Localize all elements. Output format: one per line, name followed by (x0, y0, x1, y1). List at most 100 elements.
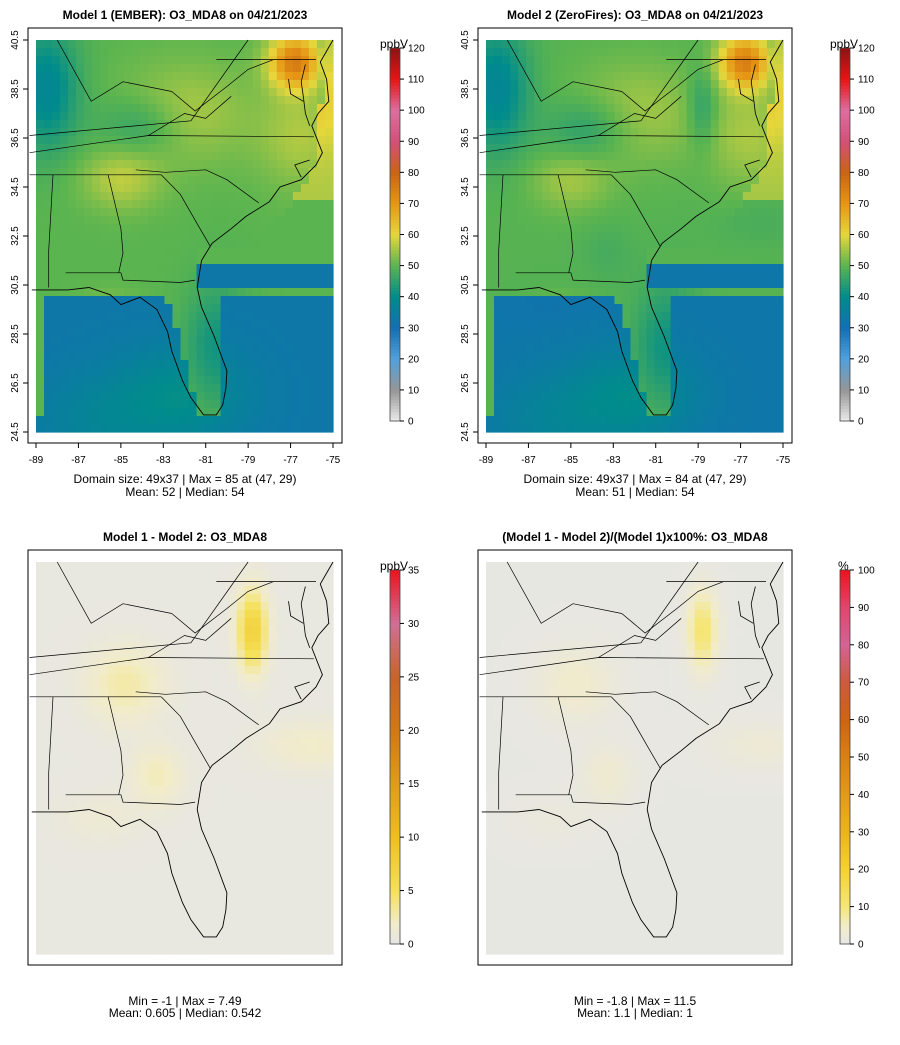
panel-1-field (36, 40, 334, 433)
panel-1-x-tick-label: -87 (71, 455, 86, 466)
panel-2-colorbar-unit: ppbV (830, 37, 859, 51)
panel-4-state-boundary (585, 691, 710, 726)
panel-2-stats-line2: Mean: 51 | Median: 54 (575, 485, 695, 499)
panel-1-y-tick-label: 32.5 (10, 226, 21, 246)
panel-1-colorbar-tick-label: 20 (408, 354, 420, 365)
panel-2-coastline (481, 39, 784, 416)
panel-4-colorbar-tick-label: 90 (858, 603, 870, 614)
panel-2-state-boundary (479, 39, 699, 136)
panel-3-state-boundary (29, 561, 249, 658)
panel-3-colorbar-tick-label: 10 (408, 833, 420, 844)
panel-1-y-tick-label: 24.5 (10, 422, 21, 442)
panel-2-state-boundary (598, 96, 682, 136)
panel-1-y-tick-label: 26.5 (10, 373, 21, 393)
panel-1-x-tick-label: -83 (156, 455, 171, 466)
panel-2-bay-outline (750, 64, 761, 126)
panel-2-colorbar-tick-label: 90 (858, 137, 870, 148)
panel-3-bay-outline (294, 681, 310, 700)
panel-1-state-boundary (65, 272, 196, 283)
panel-1-colorbar-tick-label: 110 (408, 75, 424, 86)
panel-1-y-tick-label: 38.5 (10, 79, 21, 99)
panel-4-colorbar-tick-label: 80 (858, 640, 870, 651)
panel-3-bay-outline (300, 586, 311, 648)
panel-1-x-tick-label: -85 (114, 455, 129, 466)
panel-3-state-boundary (56, 561, 172, 624)
panel-4-colorbar-tick-label: 100 (858, 566, 875, 577)
panel-2-x-tick-label: -81 (648, 455, 663, 466)
panel-3-colorbar-unit: ppbV (380, 559, 409, 573)
panel-2-colorbar-tick-label: 120 (858, 44, 875, 55)
panel-3-state-boundary (107, 696, 124, 795)
panel-2-x-tick-label: -77 (733, 455, 748, 466)
panel-1-colorbar-tick-label: 100 (408, 106, 425, 117)
panel-1-colorbar-tick-label: 50 (408, 261, 420, 272)
panel-4-state-boundary (557, 696, 574, 795)
panel-2-colorbar-tick-label: 100 (858, 106, 875, 117)
panel-1-stats-line1: Domain size: 49x37 | Max = 85 at (47, 29… (73, 472, 297, 486)
panel-4-state-boundary (610, 696, 661, 768)
panel-3-colorbar-tick-label: 25 (408, 672, 420, 683)
panel-1-colorbar-unit: ppbV (380, 37, 409, 51)
panel-2-state-boundary (585, 169, 710, 204)
panel-1-colorbar-tick-label: 60 (408, 230, 420, 241)
panel-4-colorbar-tick-label: 70 (858, 678, 870, 689)
panel-2-x-tick-label: -85 (564, 455, 579, 466)
panel-4-colorbar-unit: % (838, 559, 849, 573)
panel-4-colorbar-tick-label: 20 (858, 865, 870, 876)
panel-3-title: Model 1 - Model 2: O3_MDA8 (102, 530, 268, 544)
panel-1-y-tick-label: 40.5 (10, 30, 21, 50)
panel-1-state-boundary (48, 174, 54, 288)
panel-2-y-tick-label: 24.5 (460, 422, 471, 442)
panel-4-colorbar-tick-label: 40 (858, 790, 870, 801)
panel-2-state-boundary (498, 174, 504, 288)
panel-1-state-boundary (148, 96, 232, 136)
panel-3-colorbar-tick-label: 15 (408, 779, 420, 790)
panel-1-colorbar-tick-label: 120 (408, 44, 425, 55)
panel-2-state-boundary (621, 59, 724, 112)
panel-3-stats-line2: Mean: 0.605 | Median: 0.542 (108, 1006, 262, 1020)
panel-3-bay-outline (288, 601, 304, 624)
panel-4-state-boundary (506, 561, 622, 624)
panel-1-bay-outline (294, 159, 310, 178)
panel-2-state-boundary (610, 174, 661, 246)
panel-4-colorbar (840, 570, 850, 945)
panel-4-stats-line2: Mean: 1.1 | Median: 1 (577, 1006, 693, 1020)
panel-2-colorbar-tick-label: 0 (858, 417, 864, 428)
panel-2-y-tick-label: 34.5 (460, 177, 471, 197)
panel-1-x-tick-label: -75 (326, 455, 341, 466)
panel-3-state-boundary (171, 581, 274, 634)
panel-4-state-boundary (621, 581, 724, 634)
panel-2-bay-outline (744, 159, 760, 178)
panel-1-colorbar-tick-label: 30 (408, 323, 420, 334)
panel-1-state-boundary (135, 169, 260, 204)
panel-1-title: Model 1 (EMBER): O3_MDA8 on 04/21/2023 (62, 8, 308, 22)
panel-1-state-boundary (107, 174, 124, 273)
panel-2-colorbar-tick-label: 70 (858, 199, 870, 210)
panel-1-x-tick-label: -89 (29, 455, 44, 466)
panel-2-y-tick-label: 38.5 (460, 79, 471, 99)
panel-4-colorbar-tick-label: 30 (858, 827, 870, 838)
panel-2-y-tick-label: 30.5 (460, 275, 471, 295)
panel-3-state-boundary (160, 696, 211, 768)
panel-1-colorbar-tick-label: 70 (408, 199, 420, 210)
panel-4-bay-outline (738, 601, 754, 624)
panel-2-colorbar-tick-label: 30 (858, 323, 870, 334)
panel-2-colorbar-tick-label: 110 (858, 75, 874, 86)
panel-1-state-boundary (29, 39, 249, 136)
panel-1-state-boundary (171, 59, 274, 112)
panel-3-coastline (31, 561, 334, 938)
panel-2-x-tick-label: -75 (776, 455, 791, 466)
panel-3-colorbar-tick-label: 5 (408, 886, 414, 897)
panel-4-stats-line1: Min = -1.8 | Max = 11.5 (573, 994, 697, 1008)
panel-3-colorbar (390, 570, 400, 945)
panel-1-state-boundary (160, 174, 211, 246)
panel-4-bay-outline (750, 586, 761, 648)
panel-4-state-boundary (598, 618, 682, 658)
panel-3-state-boundary (135, 691, 260, 726)
panel-2-x-tick-label: -87 (521, 455, 536, 466)
panel-2-colorbar-tick-label: 60 (858, 230, 870, 241)
panel-1-bay-outline (288, 79, 304, 102)
panel-1-x-tick-label: -77 (283, 455, 298, 466)
